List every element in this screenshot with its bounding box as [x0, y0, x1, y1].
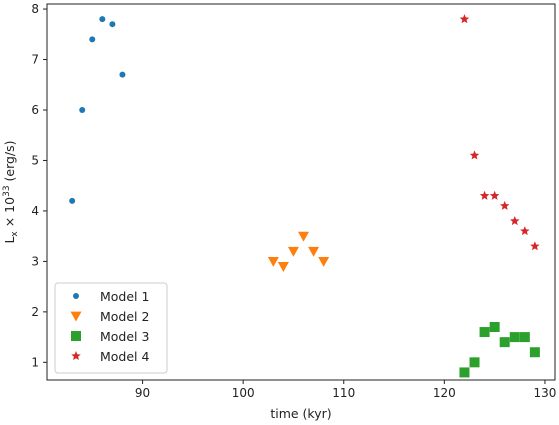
- x-tick-label: 90: [135, 386, 150, 400]
- point-model-4: [499, 200, 510, 210]
- x-axis: 90 100 110 120 130: [135, 380, 556, 400]
- point-model-4: [510, 216, 520, 226]
- point-model-1: [69, 197, 76, 204]
- point-model-3: [489, 322, 500, 333]
- x-axis-label: time (kyr): [270, 406, 331, 421]
- point-model-1: [89, 36, 96, 43]
- point-model-2: [267, 256, 279, 267]
- point-model-1: [109, 21, 116, 28]
- y-tick-label: 4: [31, 204, 39, 218]
- point-model-2: [298, 231, 310, 242]
- point-model-3: [519, 332, 530, 343]
- legend-marker-model-1: [73, 293, 79, 299]
- point-model-4: [459, 14, 470, 24]
- point-model-4: [520, 226, 530, 236]
- point-model-3: [499, 337, 510, 348]
- y-tick-label: 6: [31, 103, 39, 117]
- point-model-4: [489, 190, 500, 200]
- point-model-4: [479, 190, 490, 200]
- point-model-2: [287, 246, 299, 257]
- legend: Model 1 Model 2 Model 3 Model 4: [54, 282, 168, 374]
- point-model-3: [469, 357, 480, 368]
- x-tick-label: 120: [433, 386, 456, 400]
- point-model-3: [459, 367, 470, 378]
- y-tick-label: 7: [31, 53, 39, 67]
- y-axis: 1 2 3 4 5 6 7 8: [31, 2, 47, 369]
- legend-label-model-1: Model 1: [100, 289, 149, 304]
- legend-label-model-3: Model 3: [100, 329, 149, 344]
- point-model-2: [308, 246, 320, 257]
- legend-label-model-2: Model 2: [100, 309, 149, 324]
- legend-box: [54, 282, 168, 374]
- y-tick-label: 5: [31, 153, 39, 167]
- legend-marker-model-3: [71, 331, 81, 341]
- point-model-2: [318, 256, 330, 267]
- y-axis-label: Lx × 1033 (erg/s): [2, 140, 20, 243]
- data-points: [69, 14, 540, 378]
- point-model-2: [277, 262, 289, 272]
- point-model-4: [469, 150, 480, 160]
- point-model-1: [79, 106, 86, 113]
- point-model-3: [529, 347, 540, 358]
- y-tick-label: 3: [31, 254, 39, 268]
- y-tick-label: 1: [31, 355, 39, 369]
- x-tick-label: 130: [533, 386, 556, 400]
- legend-label-model-4: Model 4: [100, 349, 150, 364]
- y-tick-label: 2: [31, 305, 39, 319]
- x-tick-label: 110: [332, 386, 355, 400]
- legend-marker-model-2: [70, 311, 82, 322]
- legend-marker-model-4: [71, 351, 81, 361]
- point-model-1: [119, 71, 126, 78]
- point-model-3: [509, 332, 520, 343]
- y-tick-label: 8: [31, 2, 39, 16]
- point-model-4: [530, 241, 540, 251]
- point-model-1: [99, 16, 106, 23]
- point-model-3: [479, 327, 490, 338]
- x-tick-label: 100: [232, 386, 255, 400]
